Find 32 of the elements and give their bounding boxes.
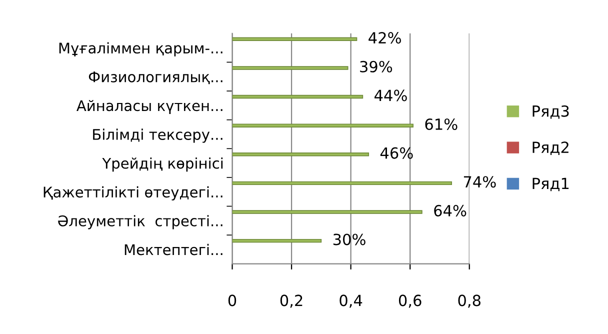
data-label: 74% (464, 176, 496, 188)
legend-label: Ряд2 (532, 142, 568, 155)
bar (232, 238, 322, 243)
bar (232, 181, 452, 186)
data-label: 30% (333, 234, 366, 246)
bar (232, 66, 348, 70)
y-tick-label: Мұғаліммен қарым-... (59, 42, 222, 56)
y-tick-label: Қажеттілікті өтеудегі... (44, 186, 222, 200)
y-tick-label: Әлеуметтік стресті... (58, 215, 222, 230)
x-tick-label: 0,4 (340, 294, 362, 308)
data-label: 44% (374, 90, 407, 102)
bar (232, 37, 358, 42)
x-tick-label: 0,6 (398, 294, 422, 308)
y-tick-label: Айналасы күткен... (76, 100, 222, 114)
bar (232, 210, 422, 214)
data-label: 61% (425, 118, 458, 130)
data-label: 39% (360, 60, 392, 72)
x-tick-label: 0 (228, 294, 236, 306)
bar (232, 152, 370, 156)
legend-label: Ряд1 (532, 178, 569, 192)
y-tick-label: Үрейдің көрінісі (102, 157, 223, 172)
y-tick-label: Білімді тексеру... (93, 128, 222, 143)
y-tick-label: Мектептегі... (124, 244, 222, 256)
legend-label: Ряд3 (532, 105, 569, 119)
data-label: 42% (368, 32, 401, 44)
x-tick-label: 0,8 (458, 294, 480, 308)
x-tick-label: 0,2 (280, 294, 302, 308)
data-label: 64% (434, 204, 466, 216)
bar (232, 124, 414, 128)
y-tick-label: Физиологиялық... (88, 72, 222, 84)
bar (232, 94, 364, 99)
data-label: 46% (380, 147, 413, 159)
